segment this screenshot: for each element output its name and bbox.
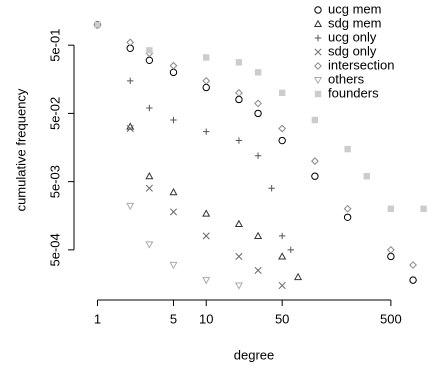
x-axis-label: degree [234,347,274,362]
series [126,122,303,281]
legend-marker [314,48,322,56]
point [234,282,243,290]
series [126,38,417,269]
series [94,21,427,212]
point [145,184,153,192]
point [278,281,286,290]
point [202,83,210,92]
point [363,173,370,180]
legend-label: others [328,71,365,86]
y-tick-label: 5e-01 [47,29,62,62]
legend-label: sdg only [328,43,377,58]
legend-label: intersection [328,57,394,72]
point [94,21,101,28]
point [169,261,178,270]
point [254,266,262,274]
point [169,61,178,70]
x-tick-label: 10 [199,311,213,326]
legend-marker [314,90,322,98]
y-tick-label: 5e-03 [47,165,62,198]
point [278,89,286,97]
point [203,54,210,61]
point [235,137,243,144]
point [278,232,286,240]
x-tick-label: 50 [275,311,289,326]
point [254,231,263,239]
point [235,59,243,66]
point [311,116,319,124]
point [409,261,417,269]
point [202,76,211,85]
point [387,205,395,212]
point [203,128,210,135]
point [311,172,319,180]
point [127,77,134,85]
point [126,124,134,133]
legend-label: founders [328,85,379,100]
point [294,272,303,281]
point [268,185,275,192]
y-axis-label: cumulative frequency [13,88,28,211]
series [126,202,243,290]
x-tick-label: 5 [170,311,177,326]
point [126,202,135,211]
legend-marker [314,34,322,42]
series [127,77,294,254]
point [235,88,243,97]
x-tick-label: 500 [380,311,402,326]
point [146,104,153,112]
point [344,145,351,153]
point [310,157,319,165]
legend-marker [313,76,323,85]
legend-marker [314,6,322,14]
point [170,116,177,124]
point [169,68,178,77]
legend-label: sdg mem [328,15,381,30]
point [169,187,178,196]
point [278,252,287,260]
point [409,276,417,284]
point [202,277,211,285]
legend-marker [314,62,322,70]
point [146,47,153,54]
point [278,136,286,145]
point [169,208,178,216]
point [386,245,395,254]
legend-marker [313,19,323,28]
y-tick-label: 5e-04 [47,233,62,266]
point [234,219,243,227]
y-tick-label: 5e-02 [47,97,62,130]
point [202,209,211,217]
legend-label: ucg mem [328,1,381,16]
point [235,252,243,261]
point [145,171,154,180]
point [278,124,287,133]
point [145,56,154,65]
point [254,109,262,118]
x-tick-label: 1 [94,311,101,326]
point [287,246,294,254]
point [254,152,262,159]
point [254,69,262,76]
point [254,99,262,108]
point [145,241,154,249]
point [343,213,352,222]
point [387,252,395,261]
point [235,95,243,104]
point [126,38,135,47]
point [420,205,427,212]
point [343,204,352,213]
series [126,124,286,290]
point [202,232,210,240]
legend-label: ucg only [328,29,377,44]
